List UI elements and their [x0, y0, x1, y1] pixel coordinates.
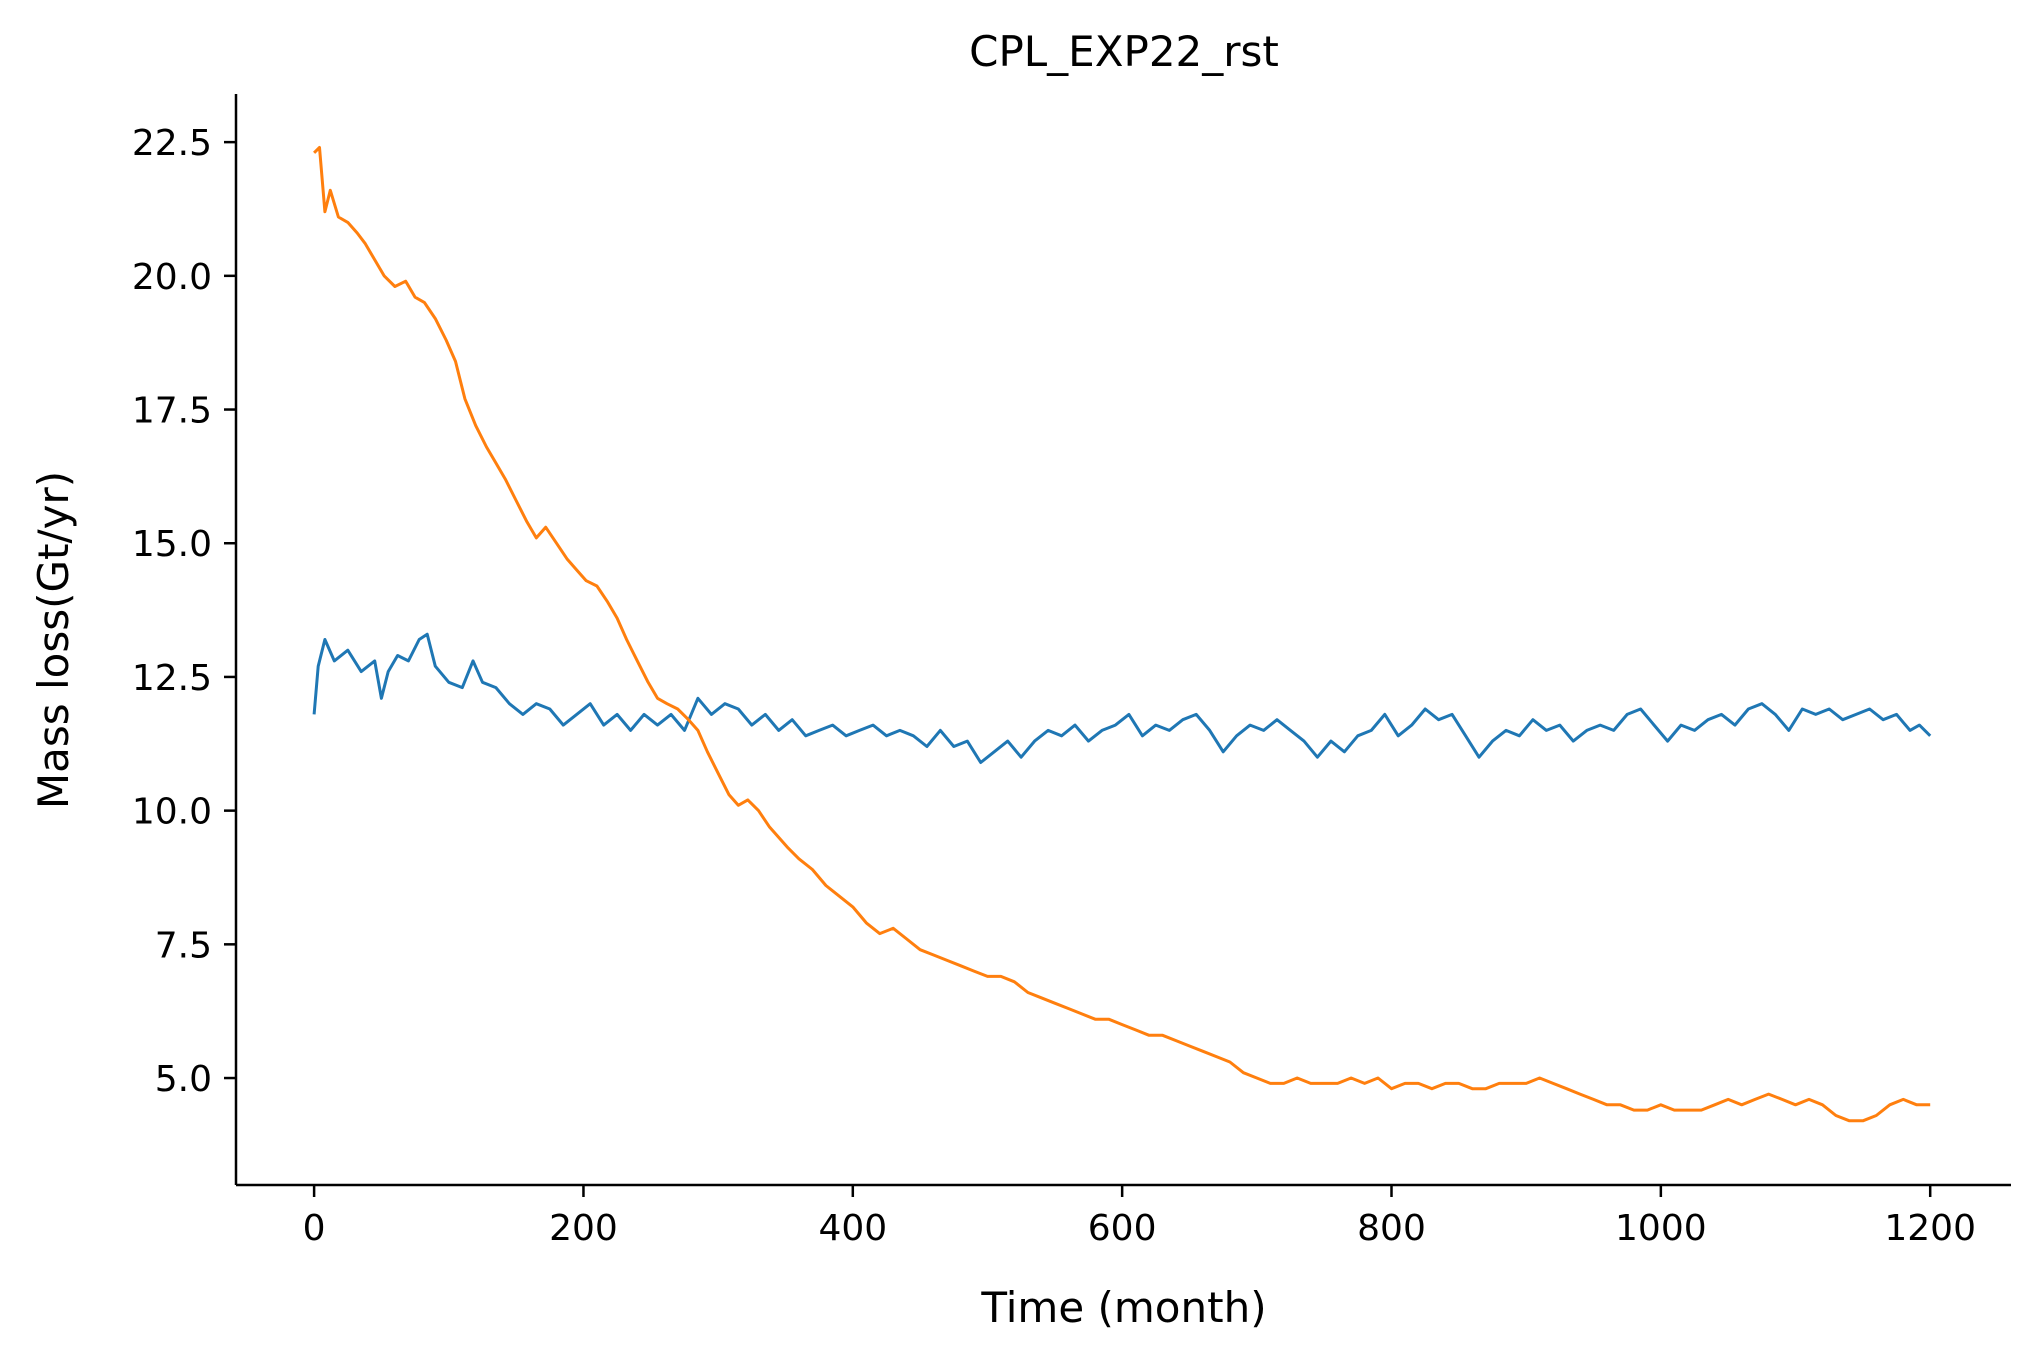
x-axis-label: Time (month)	[980, 1283, 1266, 1332]
y-axis-label: Mass loss(Gt/yr)	[29, 471, 78, 809]
x-tick-label: 400	[818, 1208, 887, 1249]
x-tick-label: 1000	[1615, 1208, 1707, 1249]
series-layer	[312, 146, 1932, 1123]
x-tick-label: 600	[1088, 1208, 1157, 1249]
x-tick-label: 200	[549, 1208, 618, 1249]
y-tick-label: 15.0	[132, 524, 212, 565]
series-line-1	[312, 632, 1932, 764]
x-tick-label: 800	[1357, 1208, 1426, 1249]
y-tick-label: 10.0	[132, 792, 212, 833]
y-tick-label: 12.5	[132, 658, 212, 699]
x-tick-label: 0	[303, 1208, 326, 1249]
x-ticks: 0 200 400 600 800 1000 1200	[303, 1185, 1976, 1249]
y-tick-label: 20.0	[132, 257, 212, 298]
y-tick-label: 7.5	[155, 925, 212, 966]
y-tick-label: 17.5	[132, 391, 212, 432]
y-tick-label: 5.0	[155, 1059, 212, 1100]
series-line-2	[313, 146, 1931, 1123]
y-ticks: 5.0 7.5 10.0 12.5 15.0 17.5 20.0 22.5	[132, 123, 236, 1100]
y-tick-label: 22.5	[132, 123, 212, 164]
x-tick-label: 1200	[1884, 1208, 1976, 1249]
chart-title: CPL_EXP22_rst	[969, 27, 1279, 76]
